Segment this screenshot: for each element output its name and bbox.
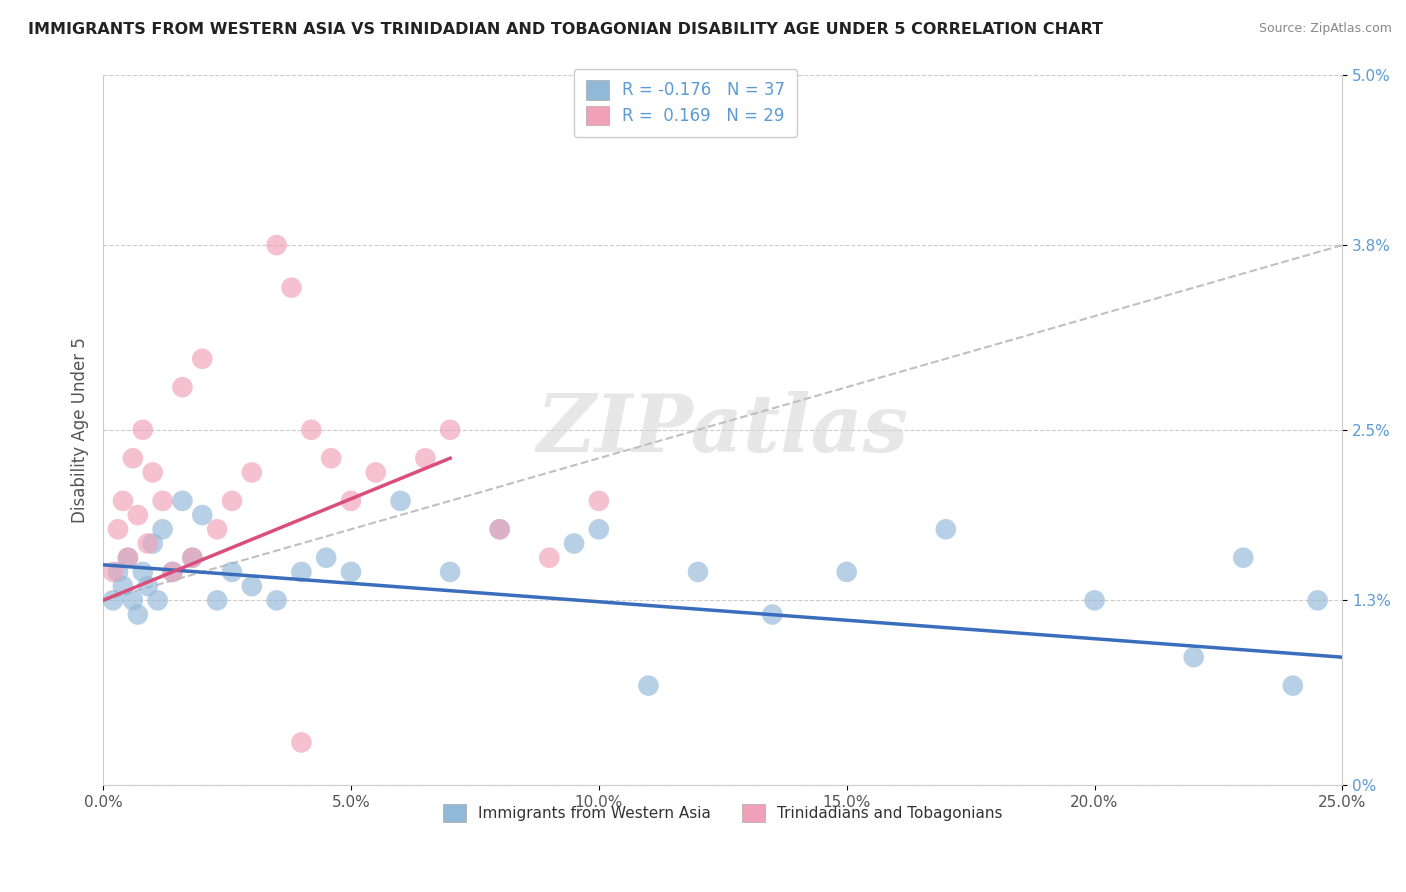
Point [315, 550, 337, 565]
Point [127, 508, 149, 522]
Point [152, 494, 174, 508]
Point [266, 238, 288, 252]
Point [181, 550, 204, 565]
Point [101, 593, 124, 607]
Point [172, 380, 194, 394]
Point [136, 536, 159, 550]
Point [415, 451, 437, 466]
Point [1306, 593, 1329, 607]
Point [290, 735, 312, 749]
Point [142, 536, 165, 550]
Point [122, 593, 145, 607]
Point [266, 593, 288, 607]
Point [240, 466, 263, 480]
Point [136, 579, 159, 593]
Point [299, 423, 322, 437]
Point [152, 522, 174, 536]
Point [117, 550, 139, 565]
Point [221, 494, 243, 508]
Point [132, 423, 155, 437]
Point [562, 536, 585, 550]
Point [127, 607, 149, 622]
Point [117, 550, 139, 565]
Point [290, 565, 312, 579]
Point [439, 565, 461, 579]
Point [172, 494, 194, 508]
Point [1232, 550, 1254, 565]
Point [280, 281, 302, 295]
Point [588, 522, 610, 536]
Point [364, 466, 387, 480]
Point [389, 494, 412, 508]
Text: IMMIGRANTS FROM WESTERN ASIA VS TRINIDADIAN AND TOBAGONIAN DISABILITY AGE UNDER : IMMIGRANTS FROM WESTERN ASIA VS TRINIDAD… [28, 22, 1104, 37]
Point [439, 423, 461, 437]
Point [221, 565, 243, 579]
Point [340, 494, 363, 508]
Point [637, 679, 659, 693]
Point [132, 565, 155, 579]
Point [111, 494, 134, 508]
Point [538, 550, 561, 565]
Point [142, 466, 165, 480]
Point [835, 565, 858, 579]
Text: Source: ZipAtlas.com: Source: ZipAtlas.com [1258, 22, 1392, 36]
Point [340, 565, 363, 579]
Point [588, 494, 610, 508]
Point [205, 593, 228, 607]
Point [111, 579, 134, 593]
Point [1282, 679, 1305, 693]
Point [240, 579, 263, 593]
Point [686, 565, 709, 579]
Y-axis label: Disability Age Under 5: Disability Age Under 5 [72, 337, 89, 523]
Point [761, 607, 783, 622]
Point [107, 522, 129, 536]
Point [146, 593, 169, 607]
Legend: Immigrants from Western Asia, Trinidadians and Tobagonians: Immigrants from Western Asia, Trinidadia… [432, 792, 1015, 834]
Point [488, 522, 510, 536]
Point [935, 522, 957, 536]
Point [488, 522, 510, 536]
Point [107, 565, 129, 579]
Point [1083, 593, 1105, 607]
Point [1182, 650, 1205, 665]
Text: ZIPatlas: ZIPatlas [537, 391, 908, 468]
Point [122, 451, 145, 466]
Point [162, 565, 184, 579]
Point [321, 451, 343, 466]
Point [181, 550, 204, 565]
Point [101, 565, 124, 579]
Point [191, 351, 214, 366]
Point [205, 522, 228, 536]
Point [162, 565, 184, 579]
Point [191, 508, 214, 522]
